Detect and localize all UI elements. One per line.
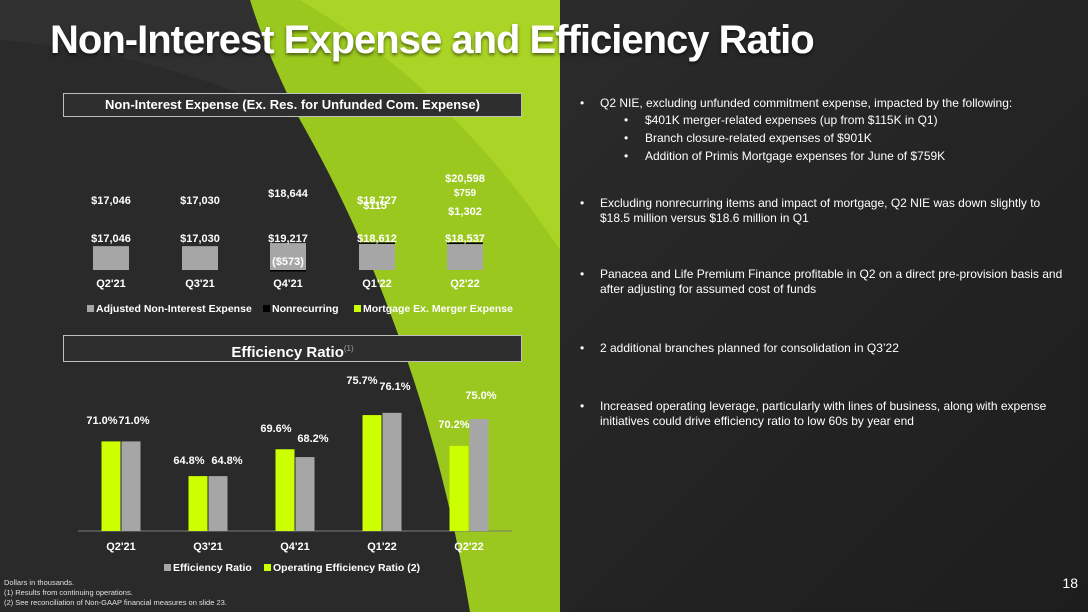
legend-label: Adjusted Non-Interest Expense bbox=[96, 303, 252, 315]
footnotes: Dollars in thousands. (1) Results from c… bbox=[4, 578, 227, 608]
legend-swatch bbox=[354, 305, 361, 312]
total-nie-label: $17,030 bbox=[180, 195, 220, 207]
efficiency-label: 71.0% bbox=[118, 415, 149, 427]
efficiency-bar bbox=[208, 476, 228, 531]
category-label: Q2'21 bbox=[106, 541, 136, 553]
nonrecurring-label: $1,302 bbox=[448, 206, 482, 218]
operating-efficiency-bar bbox=[101, 441, 121, 531]
category-label: Q2'21 bbox=[96, 278, 126, 290]
total-nie-label: $18,727 bbox=[357, 195, 397, 207]
adjusted-nie-bar bbox=[93, 246, 129, 270]
efficiency-bar bbox=[295, 457, 315, 531]
nie-chart-header: Non-Interest Expense (Ex. Res. for Unfun… bbox=[63, 93, 522, 117]
footnote-dollars: Dollars in thousands. bbox=[4, 578, 75, 587]
adjusted-nie-bar bbox=[182, 246, 218, 270]
bullet-panacea: Panacea and Life Premium Finance profita… bbox=[580, 267, 1070, 297]
legend-swatch bbox=[164, 564, 171, 571]
sub-bullet-merger: $401K merger-related expenses (up from $… bbox=[624, 113, 1070, 128]
legend-label: Efficiency Ratio bbox=[173, 562, 252, 574]
operating-efficiency-label: 71.0% bbox=[86, 415, 117, 427]
category-label: Q3'21 bbox=[193, 541, 223, 553]
legend-label: Mortgage Ex. Merger Expense bbox=[363, 303, 513, 315]
category-label: Q4'21 bbox=[273, 278, 303, 290]
efficiency-header-label: Efficiency Ratio bbox=[231, 344, 344, 361]
adjusted-nie-label: $18,612 bbox=[357, 233, 397, 245]
operating-efficiency-bar bbox=[188, 476, 208, 531]
category-label: Q4'21 bbox=[280, 541, 310, 553]
mortgage-bar bbox=[447, 240, 483, 243]
legend-swatch bbox=[263, 305, 270, 312]
efficiency-header-footnote-ref: (1) bbox=[343, 344, 354, 353]
total-nie-label: $18,644 bbox=[268, 188, 309, 200]
sub-bullet-branch-closure: Branch closure-related expenses of $901K bbox=[624, 131, 1070, 146]
legend-label: Nonrecurring bbox=[272, 303, 339, 315]
operating-efficiency-label: 69.6% bbox=[260, 423, 291, 435]
efficiency-ratio-bar-chart: Q2'21 Q3'21 Q4'21 Q1'22 Q2'22 71.0% 71.0% 64.8%… bbox=[78, 375, 512, 574]
efficiency-label: 76.1% bbox=[379, 381, 410, 393]
legend-swatch bbox=[264, 564, 271, 571]
category-label: Q2'22 bbox=[454, 541, 484, 553]
bullet-nie-down: Excluding nonrecurring items and impact … bbox=[580, 196, 1070, 226]
nonrecurring-bar bbox=[447, 242, 483, 245]
adjusted-nie-label: $17,030 bbox=[180, 233, 220, 245]
adjusted-nie-label: $18,537 bbox=[445, 233, 485, 245]
total-nie-label: $17,046 bbox=[91, 195, 131, 207]
mortgage-label: $759 bbox=[454, 188, 477, 199]
sub-bullets: $401K merger-related expenses (up from $… bbox=[600, 113, 1070, 164]
nonrecurring-bar bbox=[359, 242, 395, 244]
bullet-operating-leverage: Increased operating leverage, particular… bbox=[580, 399, 1070, 429]
operating-efficiency-bar bbox=[449, 445, 469, 531]
efficiency-label: 64.8% bbox=[211, 455, 242, 467]
bullet-q2-nie: Q2 NIE, excluding unfunded commitment ex… bbox=[580, 96, 1070, 167]
efficiency-chart-header: Efficiency Ratio(1) bbox=[63, 335, 522, 362]
efficiency-bar bbox=[469, 419, 489, 531]
operating-efficiency-label: 64.8% bbox=[173, 455, 204, 467]
category-label: Q1'22 bbox=[362, 278, 392, 290]
operating-efficiency-label: 75.7% bbox=[346, 375, 377, 387]
sub-bullet-mortgage: Addition of Primis Mortgage expenses for… bbox=[624, 149, 1070, 164]
category-label: Q1'22 bbox=[367, 541, 397, 553]
adjusted-nie-bar bbox=[359, 243, 395, 270]
footnote-1: (1) Results from continuing operations. bbox=[4, 588, 133, 597]
bullet-text: Q2 NIE, excluding unfunded commitment ex… bbox=[600, 96, 1013, 110]
adjusted-nie-label: $19,217 bbox=[268, 233, 308, 245]
efficiency-label: 75.0% bbox=[465, 390, 496, 402]
category-label: Q3'21 bbox=[185, 278, 215, 290]
nonrecurring-bar bbox=[270, 270, 306, 272]
operating-efficiency-bar bbox=[362, 415, 382, 531]
efficiency-label: 68.2% bbox=[297, 433, 328, 445]
nonrecurring-label: $115 bbox=[363, 200, 387, 212]
operating-efficiency-label: 70.2% bbox=[438, 419, 469, 431]
footnote-2: (2) See reconciliation of Non-GAAP finan… bbox=[4, 598, 227, 607]
nonrecurring-label: ($573) bbox=[272, 256, 304, 268]
legend-swatch bbox=[87, 305, 94, 312]
operating-efficiency-bar bbox=[275, 449, 295, 531]
adjusted-nie-label: $17,046 bbox=[91, 233, 131, 245]
efficiency-bar bbox=[121, 441, 141, 531]
legend-label: Operating Efficiency Ratio (2) bbox=[273, 562, 420, 574]
nie-stacked-bar-chart: $17,046 Q2'21 $17,030 Q3'21 $19,217 Q4'21 $18,… bbox=[87, 173, 513, 315]
adjusted-nie-bar bbox=[447, 244, 483, 270]
page-number: 18 bbox=[1062, 575, 1078, 591]
bullet-branches: 2 additional branches planned for consol… bbox=[580, 341, 1070, 356]
efficiency-bar bbox=[382, 412, 402, 531]
category-label: Q2'22 bbox=[450, 278, 480, 290]
adjusted-nie-bar bbox=[270, 243, 306, 270]
page-title: Non-Interest Expense and Efficiency Rati… bbox=[50, 18, 815, 62]
total-nie-label: $20,598 bbox=[445, 173, 485, 185]
